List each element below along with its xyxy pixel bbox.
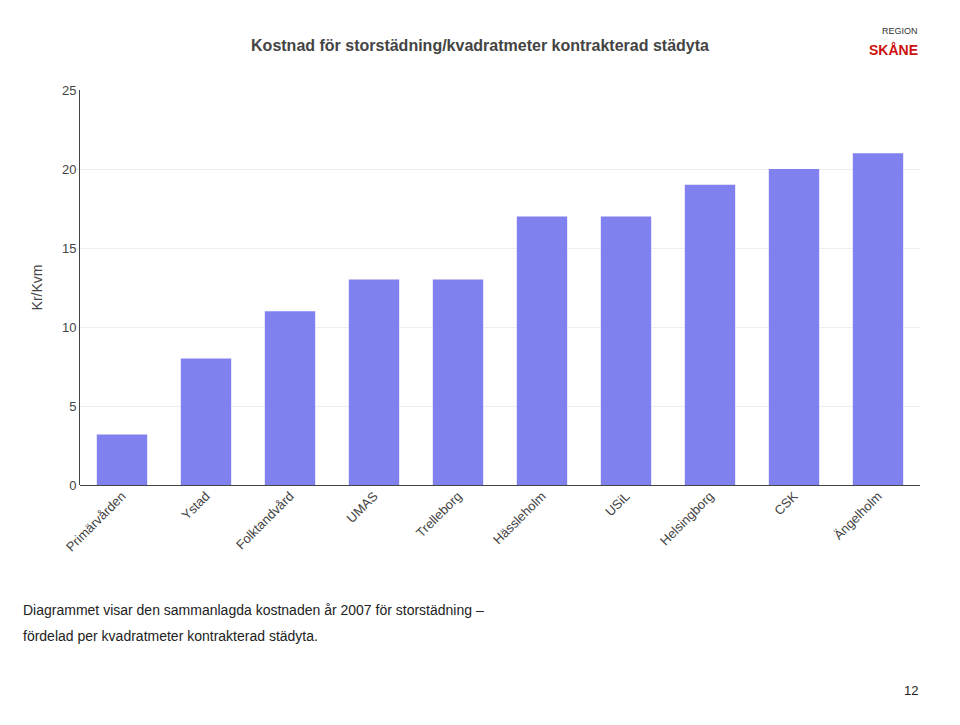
svg-text:Ängelholm: Ängelholm bbox=[831, 489, 885, 543]
svg-text:USiL: USiL bbox=[602, 489, 633, 520]
svg-text:15: 15 bbox=[62, 241, 76, 256]
svg-text:Helsingborg: Helsingborg bbox=[657, 489, 717, 549]
svg-text:Primärvården: Primärvården bbox=[63, 489, 129, 555]
svg-text:REGION: REGION bbox=[882, 26, 918, 36]
svg-text:CSK: CSK bbox=[771, 488, 801, 518]
svg-text:25: 25 bbox=[62, 83, 76, 98]
svg-text:Trelleborg: Trelleborg bbox=[413, 489, 465, 541]
svg-text:Diagrammet visar den sammanlag: Diagrammet visar den sammanlagda kostnad… bbox=[23, 602, 484, 618]
svg-text:0: 0 bbox=[69, 478, 76, 493]
svg-text:12: 12 bbox=[904, 683, 918, 698]
svg-text:Ystad: Ystad bbox=[179, 489, 213, 523]
svg-text:Kr/Kvm: Kr/Kvm bbox=[29, 265, 45, 311]
svg-text:SKÅNE: SKÅNE bbox=[869, 42, 918, 58]
svg-text:5: 5 bbox=[69, 399, 76, 414]
svg-text:Folktandvård: Folktandvård bbox=[233, 489, 297, 553]
svg-text:fördelad per kvadratmeter kont: fördelad per kvadratmeter kontrakterad s… bbox=[23, 628, 318, 644]
svg-text:10: 10 bbox=[62, 320, 76, 335]
svg-text:Kostnad för storstädning/kvadr: Kostnad för storstädning/kvadratmeter ko… bbox=[251, 37, 709, 54]
svg-text:Hässleholm: Hässleholm bbox=[490, 489, 549, 548]
svg-text:20: 20 bbox=[62, 162, 76, 177]
svg-text:UMAS: UMAS bbox=[344, 488, 381, 525]
